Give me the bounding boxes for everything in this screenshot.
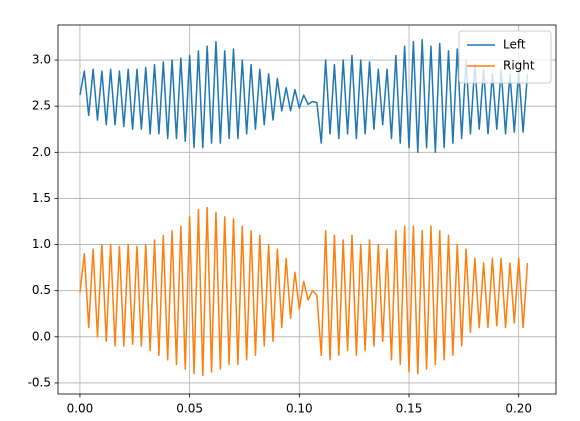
- series-line: [79, 39, 529, 154]
- y-tick-label: 2.5: [32, 99, 51, 113]
- y-tick-label: 0.5: [32, 283, 51, 297]
- axes-frame: [57, 24, 557, 395]
- x-tick-label: 0.15: [396, 402, 423, 416]
- x-tick-label: 0.20: [505, 402, 532, 416]
- x-tick-label: 0.05: [176, 402, 203, 416]
- y-tick-label: 2.0: [32, 145, 51, 159]
- legend-label: Right: [503, 59, 535, 73]
- y-tick-label: 1.5: [32, 191, 51, 205]
- ticks: 0.00 0.05 0.10 0.15 0.20 -0.5 0.0 0.5 1.0 1.5 2.0 2…: [28, 53, 532, 416]
- legend: Left Right: [458, 30, 552, 84]
- series-line: [79, 206, 529, 377]
- plot-area: [79, 39, 529, 377]
- x-tick-label: 0.10: [286, 402, 313, 416]
- y-tick-label: 0.0: [32, 329, 51, 343]
- legend-box: [458, 30, 552, 84]
- x-tick-label: 0.00: [67, 402, 94, 416]
- grid: [58, 25, 556, 394]
- y-tick-label: -0.5: [28, 375, 51, 389]
- y-tick-label: 1.0: [32, 237, 51, 251]
- y-tick-label: 3.0: [32, 53, 51, 67]
- legend-label: Left: [503, 38, 526, 52]
